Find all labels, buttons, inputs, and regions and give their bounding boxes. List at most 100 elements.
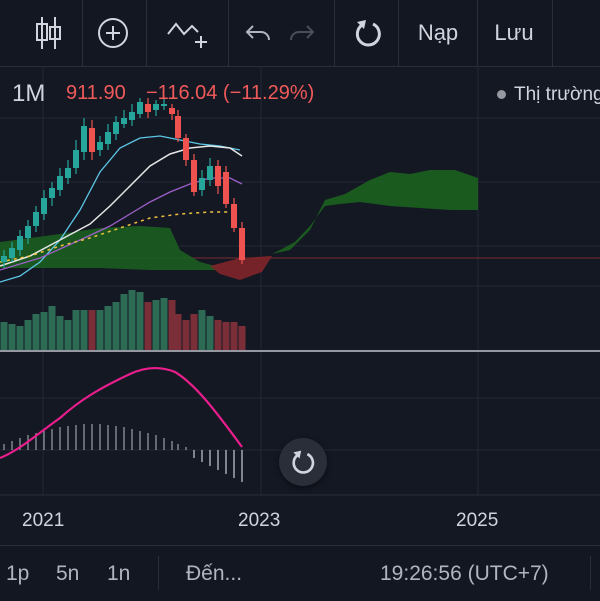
market-status-label: Thị trường [514,84,600,105]
divider [590,556,591,590]
ma-line-white [0,145,243,267]
x-axis-label: 2021 [22,510,65,531]
volume-bar [136,292,144,350]
volume-bar [182,320,190,350]
volume-bars [0,290,246,350]
add-indicator-icon[interactable] [86,0,140,66]
volume-bar [16,326,24,350]
volume-bar [40,312,48,350]
candle-body [161,104,167,106]
volume-bar [0,322,8,350]
candle-body [121,118,127,124]
reload-icon[interactable] [340,0,396,66]
candle-body [231,204,237,228]
volume-bar [128,290,136,350]
candle-body [145,104,151,112]
ma-line-fast [0,135,241,283]
range-1n-button[interactable]: 1n [107,562,131,585]
volume-bar [206,316,214,350]
last-price: 911.90 [66,82,126,104]
candle-body [89,128,95,152]
macd-histogram [3,424,243,482]
volume-bar [168,300,176,350]
candle-body [49,188,55,198]
volume-bar [198,310,206,350]
goto-date-button[interactable]: Đến... [186,562,243,585]
volume-bar [112,302,120,350]
candle-body [129,112,135,120]
candle-body [17,236,23,250]
volume-bar [88,310,96,350]
candle-body [9,248,15,258]
price-chart[interactable] [0,66,600,533]
candle-body [191,160,197,192]
volume-bar [174,314,182,350]
x-axis-label: 2023 [238,510,281,531]
reset-icon [292,450,315,474]
candle-body [65,168,71,178]
volume-bar [8,324,16,350]
ichimoku-cloud [0,226,215,270]
range-1p-button[interactable]: 1p [6,562,30,585]
interval-label[interactable]: 1M [12,80,46,107]
volume-bar [96,310,104,350]
volume-bar [80,310,88,350]
candle-body [223,172,229,204]
volume-bar [64,320,72,350]
top-toolbar: Nạp Lưu [0,0,600,67]
candle-body [41,198,47,214]
candle-body [73,150,79,168]
undo-icon[interactable] [240,0,276,66]
candle-body [175,116,181,138]
volume-bar [24,320,32,350]
volume-bar [120,294,128,350]
redo-icon[interactable] [284,0,320,66]
volume-bar [190,314,198,350]
volume-bar [144,302,152,350]
volume-bar [104,306,112,350]
candle-body [199,178,205,190]
candles-chart-type-icon[interactable] [18,0,78,66]
candle-body [1,256,7,262]
volume-bar [152,300,160,350]
market-status[interactable]: Thị trường [497,84,600,106]
candles [1,98,245,268]
volume-bar [32,314,40,350]
candle-body [169,108,175,114]
candle-body [215,166,221,186]
volume-bar [230,322,238,350]
candle-body [105,132,111,144]
range-5n-button[interactable]: 5n [56,562,80,585]
ichimoku-cloud-future [272,170,478,254]
candle-body [183,138,189,160]
volume-bar [238,326,246,350]
macd-line [0,367,243,460]
candle-body [81,126,87,152]
candle-body [113,122,119,134]
candle-body [153,104,159,110]
price-change: −116.04 (−11.29%) [146,82,315,104]
volume-bar [214,320,222,350]
candle-body [239,228,245,260]
reset-chart-button[interactable] [279,438,327,486]
candle-body [25,226,31,238]
candle-body [137,102,143,114]
volume-bar [72,310,80,350]
status-dot-icon [497,90,506,100]
candle-body [33,212,39,226]
candle-body [97,142,103,150]
load-button[interactable]: Nạp [417,20,459,45]
volume-bar [56,316,64,350]
ichimoku-cloud-red [210,256,272,280]
volume-bar [48,306,56,350]
volume-bar [160,298,168,350]
bottom-bar: 1p 5n 1n Đến... 19:26:56 (UTC+7) [0,545,600,601]
candle-body [57,176,63,190]
indicators-icon[interactable] [158,0,218,66]
clock-timezone[interactable]: 19:26:56 (UTC+7) [380,562,549,585]
x-axis-label: 2025 [456,510,499,531]
candle-body [207,166,213,180]
divider [158,556,159,590]
save-button[interactable]: Lưu [494,20,534,45]
volume-bar [222,322,230,350]
